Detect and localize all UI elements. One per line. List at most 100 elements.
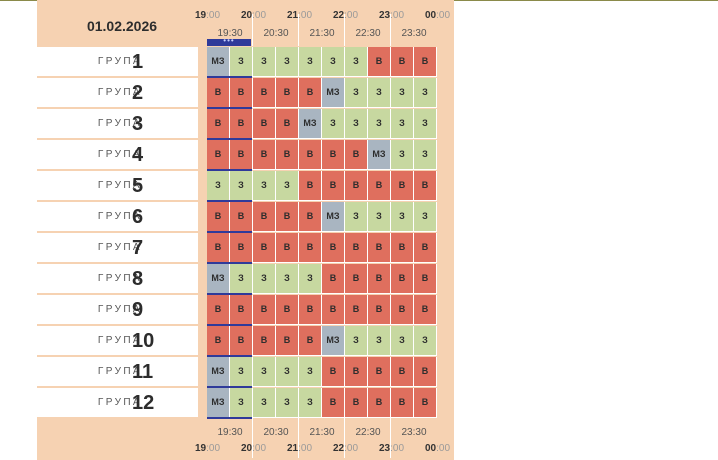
schedule-cell[interactable]: В: [299, 233, 322, 263]
schedule-cell[interactable]: В: [230, 295, 253, 325]
schedule-cell[interactable]: З: [345, 78, 368, 108]
schedule-cell[interactable]: В: [345, 264, 368, 294]
schedule-cell[interactable]: В: [276, 78, 299, 108]
schedule-cell[interactable]: З: [368, 109, 391, 139]
schedule-cell[interactable]: З: [391, 326, 414, 356]
schedule-cell[interactable]: В: [299, 326, 322, 356]
schedule-cell[interactable]: В: [230, 233, 253, 263]
schedule-cell[interactable]: В: [391, 264, 414, 294]
schedule-cell[interactable]: В: [299, 202, 322, 232]
schedule-cell[interactable]: В: [414, 357, 437, 387]
schedule-cell[interactable]: З: [414, 78, 437, 108]
schedule-cell[interactable]: В: [207, 326, 230, 356]
schedule-cell[interactable]: В: [207, 78, 230, 108]
schedule-cell[interactable]: В: [391, 388, 414, 418]
schedule-cell[interactable]: З: [299, 264, 322, 294]
schedule-cell[interactable]: В: [299, 295, 322, 325]
schedule-cell[interactable]: З: [345, 202, 368, 232]
schedule-cell[interactable]: В: [322, 140, 345, 170]
schedule-cell[interactable]: В: [368, 47, 391, 77]
schedule-cell[interactable]: В: [276, 326, 299, 356]
schedule-cell[interactable]: В: [368, 264, 391, 294]
schedule-cell[interactable]: МЗ: [207, 357, 230, 387]
schedule-cell[interactable]: З: [230, 171, 253, 201]
schedule-cell[interactable]: В: [414, 233, 437, 263]
schedule-cell[interactable]: З: [276, 171, 299, 201]
schedule-cell[interactable]: З: [414, 109, 437, 139]
schedule-cell[interactable]: З: [253, 388, 276, 418]
schedule-cell[interactable]: З: [345, 326, 368, 356]
schedule-cell[interactable]: З: [276, 47, 299, 77]
schedule-cell[interactable]: З: [391, 140, 414, 170]
schedule-cell[interactable]: В: [345, 295, 368, 325]
schedule-cell[interactable]: МЗ: [322, 78, 345, 108]
schedule-cell[interactable]: З: [368, 78, 391, 108]
schedule-cell[interactable]: В: [207, 202, 230, 232]
schedule-cell[interactable]: В: [322, 357, 345, 387]
schedule-cell[interactable]: В: [207, 295, 230, 325]
schedule-cell[interactable]: В: [391, 295, 414, 325]
schedule-cell[interactable]: З: [345, 47, 368, 77]
schedule-cell[interactable]: В: [414, 47, 437, 77]
schedule-cell[interactable]: В: [230, 140, 253, 170]
schedule-cell[interactable]: В: [368, 388, 391, 418]
schedule-cell[interactable]: В: [414, 171, 437, 201]
schedule-cell[interactable]: В: [368, 233, 391, 263]
schedule-cell[interactable]: В: [276, 109, 299, 139]
schedule-cell[interactable]: В: [253, 109, 276, 139]
schedule-cell[interactable]: МЗ: [368, 140, 391, 170]
schedule-cell[interactable]: З: [368, 202, 391, 232]
schedule-cell[interactable]: В: [414, 264, 437, 294]
schedule-cell[interactable]: З: [391, 202, 414, 232]
schedule-cell[interactable]: В: [253, 326, 276, 356]
schedule-cell[interactable]: З: [414, 140, 437, 170]
schedule-cell[interactable]: В: [391, 233, 414, 263]
schedule-cell[interactable]: МЗ: [207, 388, 230, 418]
schedule-cell[interactable]: В: [276, 140, 299, 170]
schedule-cell[interactable]: З: [322, 47, 345, 77]
schedule-cell[interactable]: МЗ: [207, 47, 230, 77]
schedule-cell[interactable]: В: [391, 357, 414, 387]
schedule-cell[interactable]: В: [230, 202, 253, 232]
schedule-cell[interactable]: З: [207, 171, 230, 201]
schedule-cell[interactable]: В: [299, 140, 322, 170]
schedule-cell[interactable]: В: [322, 295, 345, 325]
schedule-cell[interactable]: В: [299, 171, 322, 201]
schedule-cell[interactable]: В: [322, 264, 345, 294]
schedule-cell[interactable]: З: [414, 326, 437, 356]
schedule-cell[interactable]: В: [276, 295, 299, 325]
schedule-cell[interactable]: З: [253, 357, 276, 387]
schedule-cell[interactable]: В: [345, 140, 368, 170]
schedule-cell[interactable]: В: [322, 233, 345, 263]
schedule-cell[interactable]: В: [391, 171, 414, 201]
schedule-cell[interactable]: В: [253, 202, 276, 232]
schedule-cell[interactable]: В: [414, 388, 437, 418]
schedule-cell[interactable]: В: [368, 295, 391, 325]
schedule-cell[interactable]: З: [276, 388, 299, 418]
schedule-cell[interactable]: В: [345, 388, 368, 418]
schedule-cell[interactable]: З: [345, 109, 368, 139]
schedule-cell[interactable]: З: [276, 357, 299, 387]
schedule-cell[interactable]: З: [276, 264, 299, 294]
schedule-cell[interactable]: З: [391, 78, 414, 108]
schedule-cell[interactable]: МЗ: [322, 326, 345, 356]
schedule-cell[interactable]: В: [299, 78, 322, 108]
schedule-cell[interactable]: В: [276, 233, 299, 263]
schedule-cell[interactable]: В: [322, 171, 345, 201]
schedule-cell[interactable]: З: [253, 47, 276, 77]
schedule-cell[interactable]: В: [345, 357, 368, 387]
schedule-cell[interactable]: В: [345, 171, 368, 201]
schedule-cell[interactable]: В: [207, 109, 230, 139]
schedule-cell[interactable]: В: [276, 202, 299, 232]
schedule-cell[interactable]: В: [253, 233, 276, 263]
schedule-cell[interactable]: В: [414, 295, 437, 325]
schedule-cell[interactable]: МЗ: [299, 109, 322, 139]
schedule-cell[interactable]: В: [207, 140, 230, 170]
schedule-cell[interactable]: З: [253, 264, 276, 294]
schedule-cell[interactable]: З: [230, 357, 253, 387]
schedule-cell[interactable]: З: [299, 47, 322, 77]
schedule-cell[interactable]: З: [230, 264, 253, 294]
schedule-cell[interactable]: В: [368, 357, 391, 387]
schedule-cell[interactable]: В: [230, 326, 253, 356]
schedule-cell[interactable]: З: [414, 202, 437, 232]
